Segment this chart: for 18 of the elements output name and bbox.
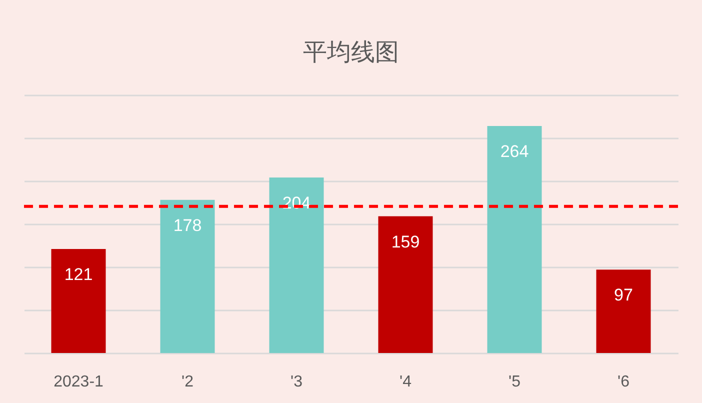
x-tick-label: '5 <box>508 374 521 390</box>
bar <box>596 270 651 353</box>
data-label: 264 <box>500 142 529 161</box>
x-tick-label: 2023-1 <box>54 374 104 390</box>
bar <box>160 200 215 353</box>
bar <box>269 178 324 353</box>
x-tick-label: '4 <box>400 374 412 390</box>
x-tick-label: '6 <box>618 374 630 390</box>
x-tick-label: '3 <box>290 374 303 390</box>
data-label: 121 <box>64 264 93 284</box>
x-tick-label: '2 <box>182 374 194 390</box>
data-label: 178 <box>173 216 202 235</box>
chart-title: 平均线图 <box>303 39 399 66</box>
bar <box>378 216 433 353</box>
data-label: 159 <box>391 232 420 252</box>
bar <box>487 126 542 353</box>
data-label: 97 <box>614 286 633 305</box>
bar <box>51 248 106 353</box>
